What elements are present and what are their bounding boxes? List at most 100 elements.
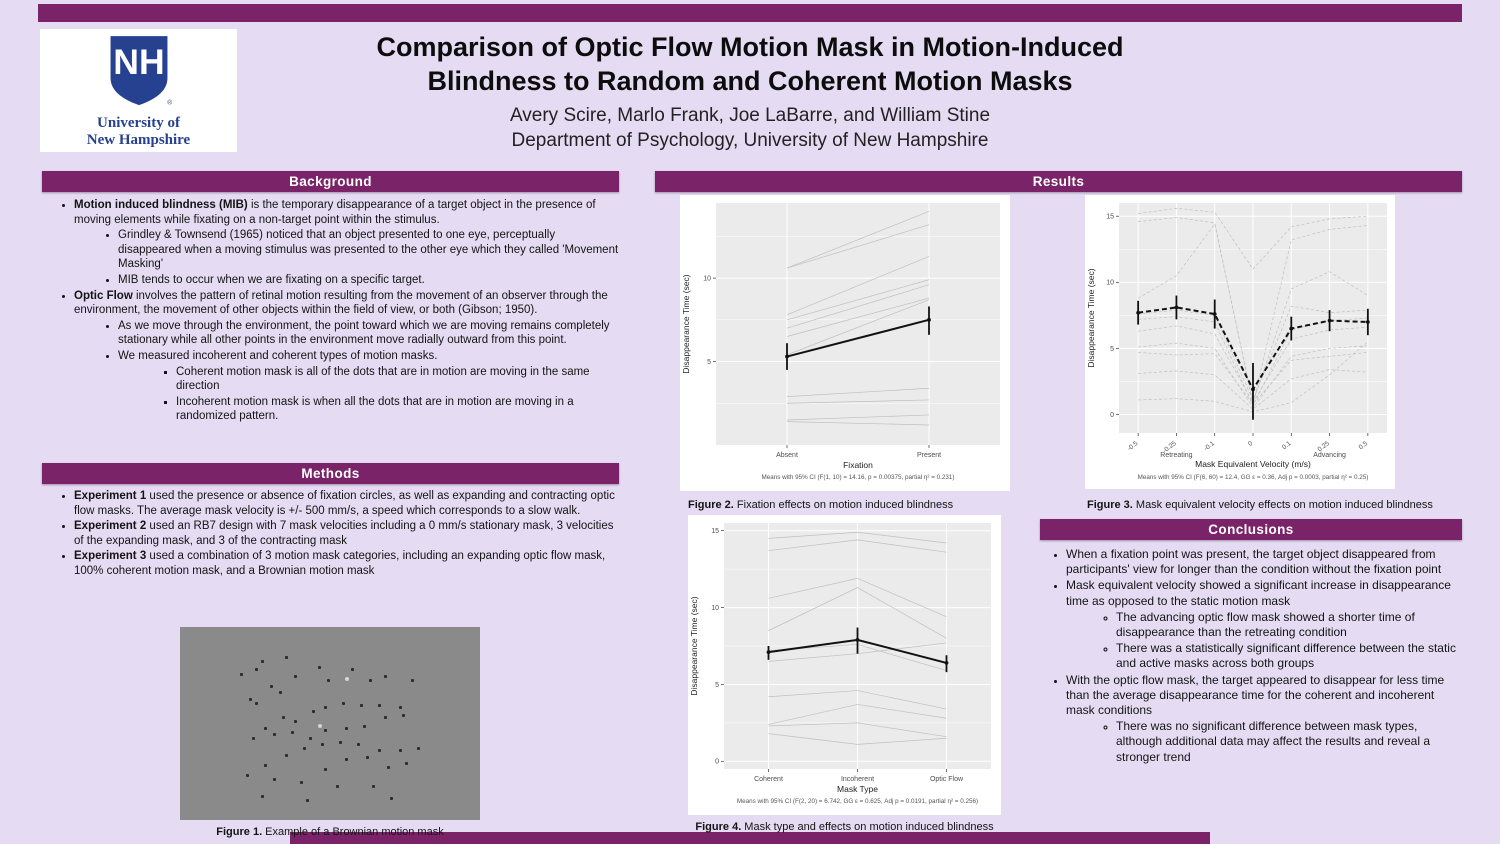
mask-dot (402, 713, 405, 717)
mask-dot (324, 767, 327, 771)
mean-point (785, 354, 789, 359)
section-header-methods: Methods (42, 463, 619, 484)
x-group-label: Retreating (1160, 452, 1192, 459)
mask-dot (387, 765, 390, 769)
mask-dot (405, 762, 408, 766)
mean-point (927, 317, 931, 322)
bullet-item: Experiment 1 used the presence or absenc… (74, 489, 620, 518)
mask-dot (255, 702, 258, 706)
subject-line (768, 539, 947, 553)
conclusions-body: When a fixation point was present, the t… (1040, 546, 1464, 766)
x-axis-title: Mask Type (837, 784, 878, 794)
mask-dot (282, 715, 285, 719)
mask-dot (357, 742, 360, 746)
mean-point (944, 661, 949, 665)
x-tick-label: Present (917, 452, 941, 459)
registered-mark: ® (167, 98, 172, 106)
mask-dot (306, 798, 309, 802)
shield-monogram: NH (113, 42, 164, 82)
mask-dot (318, 665, 321, 669)
x-tick-label: 0.1 (1281, 440, 1293, 451)
figure1-caption: Figure 1. Example of a Brownian motion m… (155, 826, 505, 838)
stats-line: Means with 95% CI (F(2, 20) = 6.742, GG … (737, 798, 978, 805)
y-tick-label: 10 (711, 605, 719, 612)
bullet-item: There was no significant difference betw… (1116, 719, 1464, 765)
methods-body: Experiment 1 used the presence or absenc… (42, 488, 620, 580)
subject-line (786, 224, 930, 269)
y-tick-label: 5 (715, 682, 719, 689)
subject-line (768, 690, 947, 710)
figure4-chart: 0 5 10 15 Coherent Incoherent Optic Flow Mask T… (688, 515, 1001, 815)
figure1-caption-label: Figure 1. (216, 826, 263, 838)
x-axis-title: Fixation (843, 460, 873, 470)
stats-line: Means with 95% CI (F(1, 10) = 14.16, p =… (761, 474, 954, 481)
mask-dot (312, 709, 315, 713)
x-tick-label: -0.5 (1126, 440, 1139, 453)
mask-dot (273, 733, 276, 737)
subject-line (786, 279, 930, 321)
mask-dot (273, 777, 276, 781)
title-block: Comparison of Optic Flow Motion Mask in … (250, 30, 1250, 152)
mean-point (1251, 387, 1255, 392)
mask-dot (264, 727, 267, 731)
subject-line (768, 733, 947, 745)
poster-title-line2: Blindness to Random and Coherent Motion … (427, 66, 1073, 96)
mask-dot (279, 690, 282, 694)
mask-dot (285, 655, 288, 659)
x-group-label: Advancing (1313, 452, 1346, 459)
section-header-conclusions: Conclusions (1040, 519, 1462, 540)
section-header-background: Background (42, 171, 619, 192)
figure1-caption-text: Example of a Brownian motion mask (262, 826, 444, 838)
bullet-item: Grindley & Townsend (1965) noticed that … (118, 228, 620, 272)
y-axis-title: Disappearance Time (sec) (1086, 268, 1096, 367)
mask-dot (321, 742, 324, 746)
figure3-caption-text: Mask equivalent velocity effects on moti… (1132, 499, 1433, 511)
mask-dot (384, 675, 387, 679)
subject-line (786, 387, 930, 397)
bullet-item: There was a statistically significant di… (1116, 641, 1464, 671)
bullet-item: Mask equivalent velocity showed a signif… (1066, 578, 1464, 671)
mask-dot (369, 679, 372, 683)
mask-dot (285, 754, 288, 758)
shield-shape (110, 36, 167, 106)
mean-line (786, 318, 930, 358)
mask-dot (378, 748, 381, 752)
mask-dot (294, 675, 297, 679)
bullet-item: Incoherent motion mask is when all the d… (176, 395, 620, 424)
subject-line (786, 256, 930, 316)
y-tick-label: 0 (1110, 412, 1114, 419)
mask-dot (324, 706, 327, 710)
unh-shield-icon: NH ® (110, 36, 172, 106)
bullet-item: Motion induced blindness (MIB) is the te… (74, 198, 620, 288)
mask-dot (303, 746, 306, 750)
subject-line (786, 211, 930, 269)
stats-line: Means with 95% CI (F(6, 60) = 12.4, GG ε… (1138, 474, 1369, 481)
mean-point (1136, 310, 1141, 315)
mask-target-dot (345, 677, 349, 682)
y-tick-label: 15 (711, 528, 719, 535)
top-accent-bar (38, 4, 1462, 22)
mask-dot (336, 785, 339, 789)
subject-line (786, 421, 930, 426)
bottom-accent-bar (290, 832, 1210, 844)
mask-dot (249, 698, 252, 702)
bullet-item: Optic Flow involves the pattern of retin… (74, 289, 620, 424)
logo-wordmark-line2: New Hampshire (86, 132, 191, 148)
background-body: Motion induced blindness (MIB) is the te… (42, 197, 620, 425)
mask-dot (384, 715, 387, 719)
poster-authors: Avery Scire, Marlo Frank, Joe LaBarre, a… (509, 105, 991, 126)
y-tick-label: 15 (1106, 214, 1114, 221)
bullet-item: When a fixation point was present, the t… (1066, 547, 1464, 577)
subject-line (768, 531, 947, 544)
mask-dot (327, 679, 330, 683)
poster-title-line1: Comparison of Optic Flow Motion Mask in … (376, 32, 1124, 62)
mask-dot (342, 702, 345, 706)
mask-dot (351, 667, 354, 671)
figure3-caption-label: Figure 3. (1087, 499, 1133, 511)
figure4-line-chart: 0 5 10 15 Coherent Incoherent Optic Flow Mask T… (689, 523, 991, 805)
figure2-caption: Figure 2. Fixation effects on motion ind… (688, 499, 1018, 511)
mask-dot (345, 727, 348, 731)
x-axis-title: Mask Equivalent Velocity (m/s) (1195, 459, 1311, 469)
